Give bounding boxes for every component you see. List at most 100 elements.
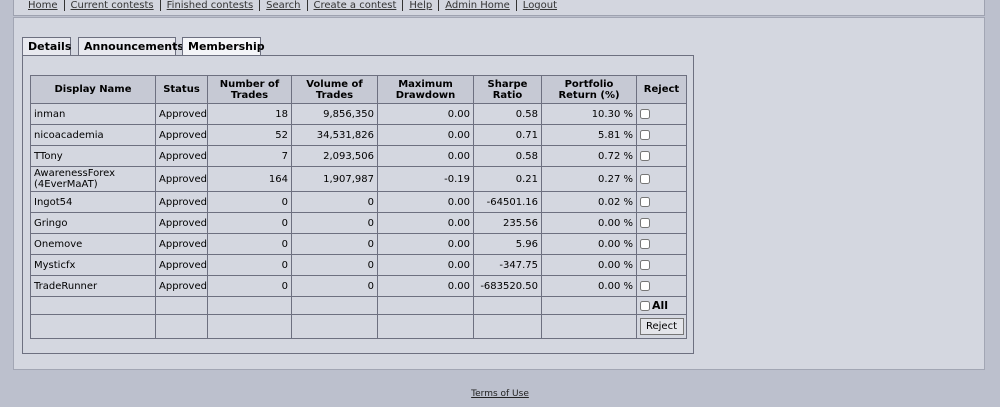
cell: Approved [155, 275, 208, 297]
terms-link[interactable]: Terms of Use [471, 389, 529, 399]
tab[interactable]: Announcements [78, 37, 184, 56]
member-row: Onemove Approved 0 0 0.00 5.96 0.00 % [30, 233, 687, 255]
cell: 0.00 [377, 212, 474, 234]
nav-bar: Home Current contests Finished contests Sea… [13, 0, 985, 16]
cell: Approved [155, 233, 208, 255]
select-all-cell: All [636, 296, 687, 315]
select-all-checkbox[interactable] [640, 301, 650, 311]
cell: 9,856,350 [291, 103, 378, 125]
member-row: AwarenessForex (4EverMaAT) Approved 164 1,9… [30, 166, 687, 192]
reject-button[interactable]: Reject [639, 318, 684, 335]
cell: 10.30 % [541, 103, 637, 125]
cell: 0 [207, 254, 292, 276]
cell: 0 [291, 191, 378, 213]
nav-link[interactable]: Current contests [63, 0, 160, 11]
cell: 0.02 % [541, 191, 637, 213]
column-header: Portfolio Return (%) [541, 75, 637, 104]
cell: 0.00 [377, 103, 474, 125]
cell: 2,093,506 [291, 145, 378, 167]
cell: 0 [207, 212, 292, 234]
empty-cell [541, 296, 637, 315]
nav-link[interactable]: Search [259, 0, 307, 11]
button-cell: Reject [636, 314, 687, 339]
cell: Ingot54 [30, 191, 156, 213]
cell: TradeRunner [30, 275, 156, 297]
reject-checkbox[interactable] [640, 280, 650, 291]
cell: 5.96 [473, 233, 542, 255]
reject-cell [636, 124, 687, 146]
reject-checkbox[interactable] [640, 150, 650, 161]
tab[interactable]: Membership [182, 37, 265, 57]
cell: AwarenessForex (4EverMaAT) [30, 166, 156, 192]
empty-cell [473, 314, 542, 339]
reject-cell [636, 233, 687, 255]
nav-link[interactable]: Admin Home [438, 0, 516, 11]
cell: 164 [207, 166, 292, 192]
empty-cell [291, 314, 378, 339]
nav-link[interactable]: Logout [515, 0, 564, 11]
cell: Approved [155, 103, 208, 125]
cell: 7 [207, 145, 292, 167]
reject-checkbox[interactable] [640, 129, 650, 140]
column-header: Status [155, 75, 208, 104]
empty-cell [155, 296, 208, 315]
cell: Onemove [30, 233, 156, 255]
cell: 52 [207, 124, 292, 146]
empty-cell [473, 296, 542, 315]
member-row: TradeRunner Approved 0 0 0.00 -683520.50 0.00 … [30, 275, 687, 297]
reject-checkbox[interactable] [640, 196, 650, 207]
cell: 0.27 % [541, 166, 637, 192]
cell: 0 [207, 275, 292, 297]
reject-cell [636, 275, 687, 297]
cell: 0.00 % [541, 275, 637, 297]
cell: 0 [291, 212, 378, 234]
tab[interactable]: Details [22, 37, 71, 56]
member-row: nicoacademia Approved 52 34,531,826 0.00 0.71… [30, 124, 687, 146]
cell: 1,907,987 [291, 166, 378, 192]
reject-cell [636, 145, 687, 167]
column-header: Maximum Drawdown [377, 75, 474, 104]
cell: Gringo [30, 212, 156, 234]
select-all-label: All [652, 299, 669, 312]
nav-link[interactable]: Finished contests [159, 0, 260, 11]
member-row: Ingot54 Approved 0 0 0.00 -64501.16 0.02 % [30, 191, 687, 213]
column-header: Number of Trades [207, 75, 292, 104]
empty-cell [207, 296, 292, 315]
reject-checkbox[interactable] [640, 217, 650, 228]
nav-link[interactable]: Create a contest [306, 0, 403, 11]
reject-cell [636, 191, 687, 213]
reject-cell [636, 212, 687, 234]
reject-cell [636, 103, 687, 125]
column-header: Volume of Trades [291, 75, 378, 104]
reject-checkbox[interactable] [640, 259, 650, 270]
cell: Approved [155, 254, 208, 276]
member-row: Mysticfx Approved 0 0 0.00 -347.75 0.00 % [30, 254, 687, 276]
table-body: inman Approved 18 9,856,350 0.00 0.58 10.30 % n… [30, 103, 687, 339]
action-row: Reject [30, 314, 687, 339]
cell: nicoacademia [30, 124, 156, 146]
cell: Approved [155, 191, 208, 213]
reject-checkbox[interactable] [640, 108, 650, 119]
cell: 34,531,826 [291, 124, 378, 146]
cell: 0.71 [473, 124, 542, 146]
nav-link[interactable]: Home [28, 0, 58, 11]
cell: 0.72 % [541, 145, 637, 167]
empty-cell [541, 314, 637, 339]
cell: 235.56 [473, 212, 542, 234]
nav-link[interactable]: Help [402, 0, 439, 11]
cell: 0.00 [377, 124, 474, 146]
reject-checkbox[interactable] [640, 238, 650, 249]
cell: 0.00 [377, 145, 474, 167]
cell: TTony [30, 145, 156, 167]
column-header: Display Name [30, 75, 156, 104]
reject-checkbox[interactable] [640, 173, 650, 184]
membership-table: Display Name Status Number of Trades Volume… [30, 75, 687, 339]
cell: 18 [207, 103, 292, 125]
footer: Terms of Use [0, 389, 1000, 399]
cell: 0 [291, 275, 378, 297]
cell: 0.00 [377, 191, 474, 213]
header-row: Display Name Status Number of Trades Volume… [30, 75, 687, 104]
cell: Mysticfx [30, 254, 156, 276]
empty-cell [377, 296, 474, 315]
